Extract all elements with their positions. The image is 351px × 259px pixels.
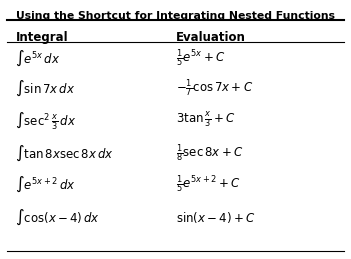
- Text: $\frac{1}{5}e^{5x+2}+C$: $\frac{1}{5}e^{5x+2}+C$: [176, 173, 240, 195]
- Text: Using the Shortcut for Integrating Nested Functions: Using the Shortcut for Integrating Neste…: [16, 11, 335, 21]
- Text: $\frac{1}{5}e^{5x}+C$: $\frac{1}{5}e^{5x}+C$: [176, 48, 225, 69]
- Text: $\int e^{5x}\,dx$: $\int e^{5x}\,dx$: [15, 49, 61, 68]
- Text: $\int \sin 7x\,dx$: $\int \sin 7x\,dx$: [15, 79, 76, 98]
- Text: $\int \cos(x-4)\,dx$: $\int \cos(x-4)\,dx$: [15, 208, 100, 227]
- Text: $\int e^{5x+2}\,dx$: $\int e^{5x+2}\,dx$: [15, 175, 76, 194]
- Text: $\frac{1}{8}\sec 8x+C$: $\frac{1}{8}\sec 8x+C$: [176, 142, 243, 164]
- Text: $\int \sec^2\frac{x}{3}\,dx$: $\int \sec^2\frac{x}{3}\,dx$: [15, 110, 77, 132]
- Text: $\sin(x-4)+C$: $\sin(x-4)+C$: [176, 210, 255, 225]
- Text: $3\tan\frac{x}{3}+C$: $3\tan\frac{x}{3}+C$: [176, 111, 236, 130]
- Text: $-\frac{1}{7}\cos 7x+C$: $-\frac{1}{7}\cos 7x+C$: [176, 78, 253, 99]
- Text: Evaluation: Evaluation: [176, 31, 245, 44]
- Text: Integral: Integral: [15, 31, 68, 44]
- Text: $\int \tan 8x\sec 8x\,dx$: $\int \tan 8x\sec 8x\,dx$: [15, 143, 114, 163]
